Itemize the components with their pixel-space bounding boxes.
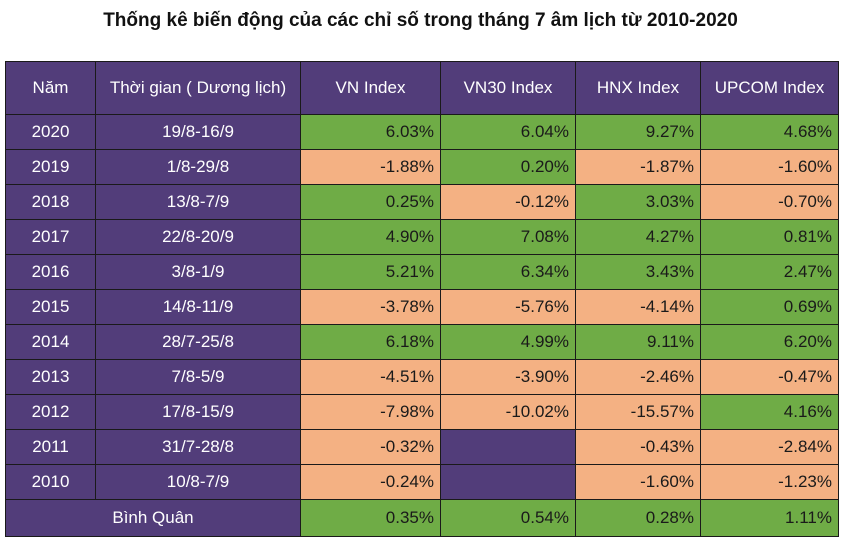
cell-year: 2016 [5,254,96,290]
cell-year: 2019 [5,149,96,185]
cell-upcom: -1.23% [700,464,839,500]
cell-year: 2013 [5,359,96,395]
header-vn-index: VN Index [300,61,441,115]
header-vn30-index: VN30 Index [440,61,576,115]
cell-vn30 [440,464,576,500]
cell-vn: -7.98% [300,394,441,430]
cell-year: 2018 [5,184,96,220]
cell-upcom: -0.47% [700,359,839,395]
cell-vn30: -0.12% [440,184,576,220]
cell-hnx: 9.27% [575,114,701,150]
header-hnx-index: HNX Index [575,61,701,115]
cell-upcom: 2.47% [700,254,839,290]
cell-vn: 4.90% [300,219,441,255]
header-year: Năm [5,61,96,115]
cell-hnx: -1.60% [575,464,701,500]
average-upcom: 1.11% [700,499,839,537]
cell-vn: -4.51% [300,359,441,395]
cell-year: 2010 [5,464,96,500]
cell-vn: 6.18% [300,324,441,360]
cell-vn30: 6.34% [440,254,576,290]
header-row: Năm Thời gian ( Dương lịch) VN Index VN3… [5,61,839,115]
cell-year: 2017 [5,219,96,255]
cell-hnx: 9.11% [575,324,701,360]
cell-upcom: 0.81% [700,219,839,255]
table-row: 2012 17/8-15/9 -7.98% -10.02% -15.57% 4.16% [5,394,839,430]
cell-period: 1/8-29/8 [95,149,301,185]
table-row: 2011 31/7-28/8 -0.32% -0.43% -2.84% [5,429,839,465]
table-row: 2017 22/8-20/9 4.90% 7.08% 4.27% 0.81% [5,219,839,255]
table-row: 2014 28/7-25/8 6.18% 4.99% 9.11% 6.20% [5,324,839,360]
cell-vn30: -3.90% [440,359,576,395]
cell-hnx: 3.43% [575,254,701,290]
cell-period: 3/8-1/9 [95,254,301,290]
cell-period: 28/7-25/8 [95,324,301,360]
cell-period: 22/8-20/9 [95,219,301,255]
cell-vn: -0.32% [300,429,441,465]
average-row: Bình Quân 0.35% 0.54% 0.28% 1.11% [5,499,839,537]
average-vn30: 0.54% [440,499,576,537]
cell-vn: 0.25% [300,184,441,220]
cell-hnx: 3.03% [575,184,701,220]
cell-year: 2011 [5,429,96,465]
cell-year: 2015 [5,289,96,325]
cell-vn: -3.78% [300,289,441,325]
average-hnx: 0.28% [575,499,701,537]
cell-vn30: -5.76% [440,289,576,325]
cell-vn30 [440,429,576,465]
table-row: 2015 14/8-11/9 -3.78% -5.76% -4.14% 0.69% [5,289,839,325]
cell-period: 31/7-28/8 [95,429,301,465]
cell-hnx: -2.46% [575,359,701,395]
cell-upcom: 0.69% [700,289,839,325]
cell-vn: -0.24% [300,464,441,500]
cell-vn30: 7.08% [440,219,576,255]
cell-period: 17/8-15/9 [95,394,301,430]
cell-hnx: -0.43% [575,429,701,465]
table-row: 2013 7/8-5/9 -4.51% -3.90% -2.46% -0.47% [5,359,839,395]
table-row: 2019 1/8-29/8 -1.88% 0.20% -1.87% -1.60% [5,149,839,185]
cell-vn30: 0.20% [440,149,576,185]
header-period: Thời gian ( Dương lịch) [95,61,301,115]
cell-vn30: 4.99% [440,324,576,360]
cell-period: 14/8-11/9 [95,289,301,325]
cell-vn: -1.88% [300,149,441,185]
header-upcom-index: UPCOM Index [700,61,839,115]
cell-upcom: -1.60% [700,149,839,185]
cell-upcom: 4.68% [700,114,839,150]
table-row: 2018 13/8-7/9 0.25% -0.12% 3.03% -0.70% [5,184,839,220]
cell-vn30: -10.02% [440,394,576,430]
table-row: 2010 10/8-7/9 -0.24% -1.60% -1.23% [5,464,839,500]
cell-year: 2020 [5,114,96,150]
cell-year: 2014 [5,324,96,360]
cell-year: 2012 [5,394,96,430]
average-label: Bình Quân [5,499,301,537]
cell-vn30: 6.04% [440,114,576,150]
cell-upcom: -2.84% [700,429,839,465]
cell-hnx: 4.27% [575,219,701,255]
cell-period: 13/8-7/9 [95,184,301,220]
cell-hnx: -1.87% [575,149,701,185]
cell-period: 10/8-7/9 [95,464,301,500]
table-row: 2020 19/8-16/9 6.03% 6.04% 9.27% 4.68% [5,114,839,150]
cell-period: 7/8-5/9 [95,359,301,395]
cell-vn: 5.21% [300,254,441,290]
cell-vn: 6.03% [300,114,441,150]
table-title: Thống kê biến động của các chỉ số trong … [103,10,738,31]
cell-period: 19/8-16/9 [95,114,301,150]
cell-hnx: -15.57% [575,394,701,430]
cell-upcom: 4.16% [700,394,839,430]
table-row: 2016 3/8-1/9 5.21% 6.34% 3.43% 2.47% [5,254,839,290]
cell-hnx: -4.14% [575,289,701,325]
average-vn: 0.35% [300,499,441,537]
index-stats-table: Năm Thời gian ( Dương lịch) VN Index VN3… [5,61,839,537]
cell-upcom: -0.70% [700,184,839,220]
cell-upcom: 6.20% [700,324,839,360]
